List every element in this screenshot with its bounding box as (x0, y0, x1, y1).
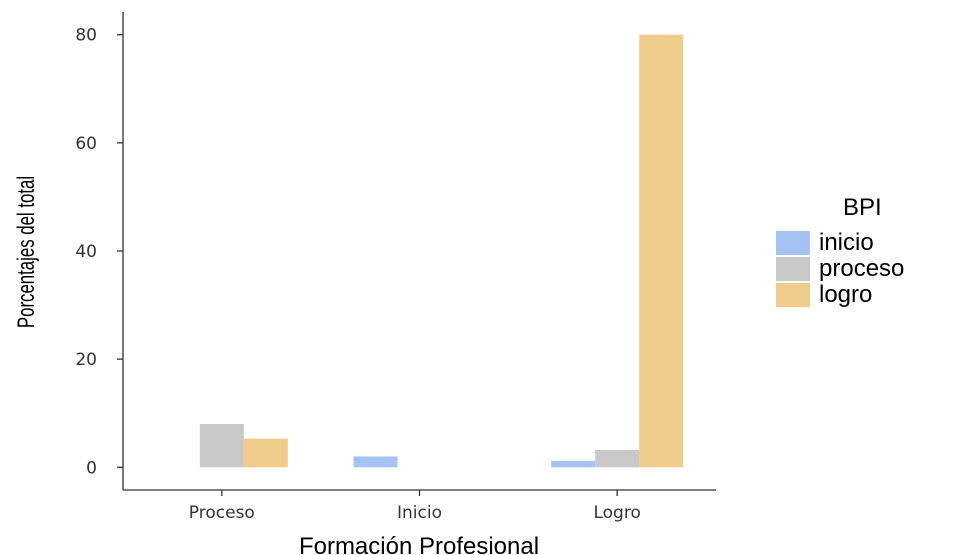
bar-logro-proceso (595, 450, 640, 468)
y-tick-label: 20 (75, 350, 97, 370)
legend-swatch-proceso (776, 257, 810, 281)
bar-logro-inicio (551, 460, 596, 468)
y-axis-ticks: 0 20 40 60 80 (75, 26, 123, 478)
bar-logro-logro (639, 34, 684, 468)
legend-label-proceso: proceso (819, 255, 904, 282)
legend-swatch-inicio (776, 231, 810, 255)
x-tick-label-proceso: Proceso (189, 503, 255, 523)
x-axis-title: Formación Profesional (299, 533, 539, 555)
y-tick-label: 0 (86, 458, 97, 478)
y-tick-label: 80 (75, 26, 97, 46)
bars-group (199, 34, 684, 468)
legend-title: BPI (843, 194, 882, 221)
y-axis-title: Porcentajes del total (13, 176, 40, 328)
legend-swatch-logro (776, 283, 810, 307)
legend-label-logro: logro (819, 281, 872, 308)
bar-inicio-inicio (353, 456, 398, 468)
bar-proceso-proceso (199, 424, 244, 468)
x-tick-label-logro: Logro (593, 503, 640, 523)
x-tick-label-inicio: Inicio (397, 503, 442, 523)
y-tick-label: 40 (75, 242, 97, 262)
x-axis-ticks: Proceso Inicio Logro (189, 490, 641, 523)
bar-proceso-logro (243, 438, 288, 468)
legend-label-inicio: inicio (819, 229, 874, 256)
y-tick-label: 60 (75, 134, 97, 154)
